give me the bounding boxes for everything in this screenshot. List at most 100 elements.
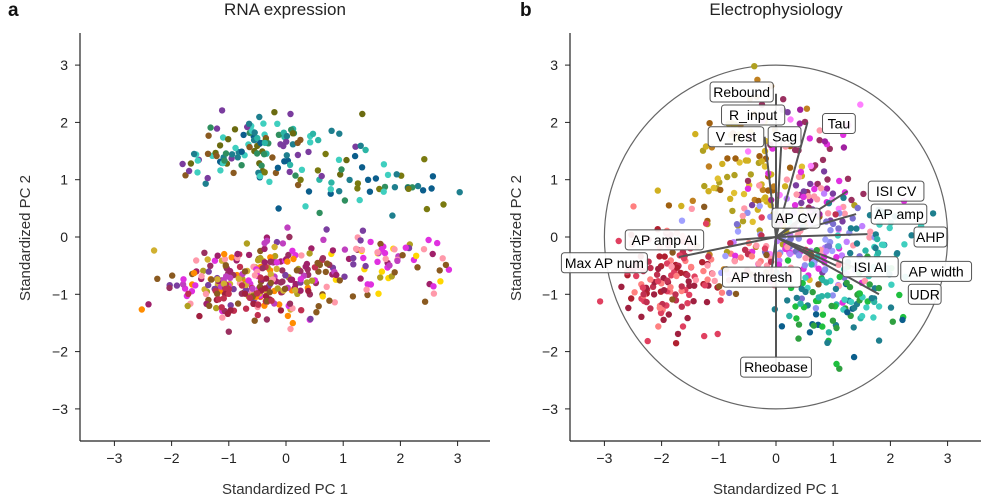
scatter-point <box>423 205 431 213</box>
scatter-point <box>366 188 374 195</box>
scatter-point <box>749 218 756 225</box>
scatter-point <box>803 105 811 112</box>
scatter-point <box>778 323 786 330</box>
scatter-point <box>263 297 271 305</box>
scatter-point <box>669 249 676 256</box>
scatter-point <box>742 157 750 164</box>
scatter-point <box>744 185 752 192</box>
scatter-point <box>802 288 809 296</box>
scatter-point <box>754 76 761 84</box>
scatter-point <box>305 148 312 156</box>
scatter-point <box>341 197 349 204</box>
x-tick-label: −1 <box>711 450 727 466</box>
scatter-point <box>286 168 293 176</box>
scatter-point <box>824 243 831 250</box>
scatter-point <box>225 136 232 143</box>
scatter-point <box>717 297 724 304</box>
scatter-point <box>797 168 805 176</box>
scatter-point <box>807 180 814 188</box>
scatter-point <box>190 269 198 277</box>
scatter-point <box>812 311 820 318</box>
scatter-point <box>357 275 364 282</box>
scatter-point <box>761 245 769 252</box>
scatter-point <box>221 157 228 164</box>
scatter-point <box>674 330 682 338</box>
scatter-point <box>284 258 291 265</box>
scatter-point <box>840 144 848 151</box>
loading-label-text: Max AP num <box>565 255 644 271</box>
scatter-point <box>650 291 658 298</box>
scatter-point <box>284 312 292 320</box>
scatter-point <box>640 291 647 298</box>
scatter-point <box>853 240 861 247</box>
scatter-point <box>647 276 654 283</box>
scatter-point <box>263 275 270 282</box>
scatter-point <box>213 304 220 312</box>
scatter-point <box>271 252 279 260</box>
scatter-point <box>428 185 435 192</box>
scatter-point <box>309 130 317 137</box>
scatter-point <box>784 109 791 116</box>
scatter-point <box>291 287 299 294</box>
scatter-point <box>254 311 261 319</box>
scatter-point <box>872 244 879 252</box>
scatter-point <box>235 275 242 282</box>
scatter-point <box>896 291 903 299</box>
x-tick-label: 3 <box>454 450 462 466</box>
scatter-point <box>655 265 662 273</box>
scatter-point <box>187 160 195 167</box>
loading-label-box <box>867 180 925 202</box>
loading-label-text: ISI CV <box>876 183 917 199</box>
scatter-point <box>727 195 734 202</box>
scatter-point <box>747 171 754 178</box>
scatter-point <box>150 247 158 254</box>
scatter-point <box>434 239 441 247</box>
scatter-point <box>618 283 625 290</box>
scatter-point <box>243 240 251 247</box>
scatter-point <box>839 218 846 225</box>
scatter-point <box>297 276 304 283</box>
scatter-point <box>380 188 387 195</box>
scatter-point <box>386 262 393 269</box>
loading-label-box <box>722 266 802 288</box>
scatter-point <box>367 238 374 246</box>
scatter-point <box>204 150 212 157</box>
loading-vectors: Rebound R_input Tau V_rest Sag ISI CV AP amp AP… <box>560 81 973 378</box>
scatter-point <box>678 303 685 310</box>
scatter-point <box>791 202 799 209</box>
scatter-point <box>874 249 882 256</box>
scatter-point <box>269 154 276 161</box>
scatter-point <box>856 290 863 297</box>
scatter-point <box>341 246 349 253</box>
scatter-point <box>297 176 304 183</box>
loading-label-ahp: AHP <box>913 226 948 248</box>
scatter-point <box>700 267 707 275</box>
loading-label-text: AP thresh <box>731 269 792 285</box>
scatter-point <box>284 224 291 231</box>
scatter-point <box>413 252 420 259</box>
scatter-point <box>261 169 268 176</box>
scatter-point <box>727 240 734 247</box>
y-tick-label: 0 <box>60 229 68 245</box>
scatter-point <box>821 138 829 145</box>
scatter-point <box>798 163 806 170</box>
scatter-point <box>346 176 353 184</box>
scatter-point <box>615 237 622 245</box>
scatter-point <box>706 120 713 127</box>
scatter-point <box>281 285 289 292</box>
scatter-point <box>678 202 685 210</box>
scatter-point <box>219 314 226 321</box>
scatter-point <box>179 281 187 288</box>
scatter-point <box>800 193 807 201</box>
y-tick-label: −3 <box>52 401 68 417</box>
scatter-point <box>202 290 210 298</box>
scatter-point <box>823 279 830 286</box>
scatter-point <box>844 309 851 316</box>
scatter-point <box>194 169 201 176</box>
scatter-point <box>359 227 367 234</box>
scatter-point <box>736 159 743 166</box>
scatter-point <box>297 287 304 294</box>
scatter-point <box>866 281 873 288</box>
scatter-point <box>439 255 446 262</box>
scatter-point <box>260 151 268 158</box>
